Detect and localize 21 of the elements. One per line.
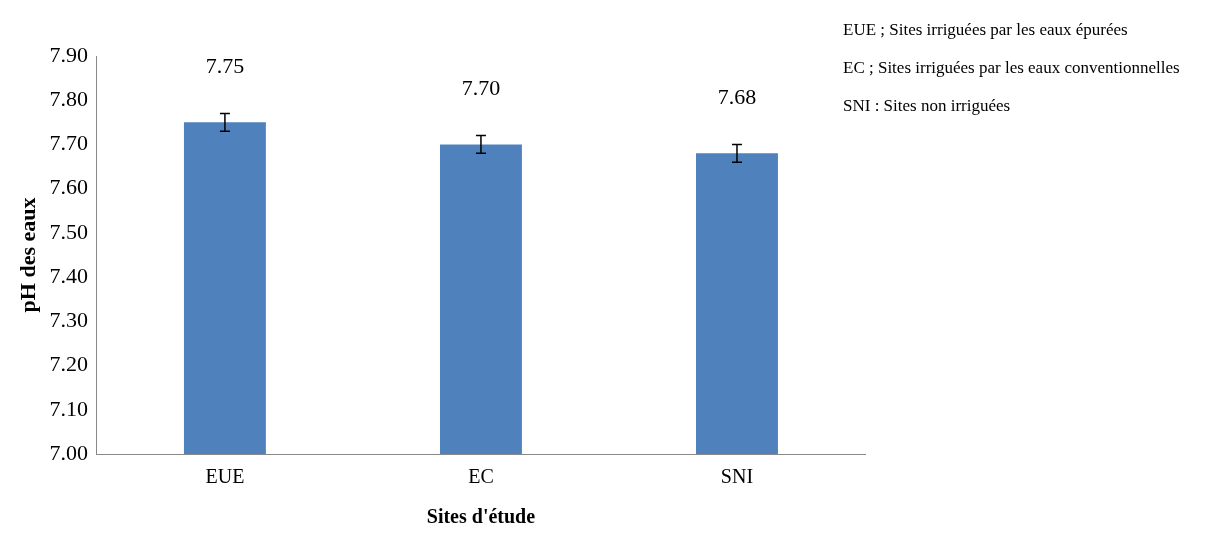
y-tick-label: 7.40 (49, 262, 88, 288)
annotation: EC ; Sites irriguées par les eaux conventionnelles (843, 58, 1181, 78)
x-axis-title: Sites d'étude (426, 505, 536, 528)
x-tick-label: SNI (720, 465, 754, 488)
y-tick-label: 7.90 (49, 41, 88, 67)
y-tick-label: 7.00 (49, 439, 88, 465)
y-tick-label: 7.30 (49, 307, 88, 333)
y-tick-label: 7.50 (49, 218, 88, 244)
data-label: 7.70 (461, 75, 501, 101)
y-tick-label: 7.70 (49, 130, 88, 156)
x-tick-label: EUE (205, 465, 245, 488)
y-tick-label: 7.80 (49, 86, 88, 111)
y-tick-label: 7.60 (49, 174, 88, 200)
y-tick-label: 7.20 (49, 351, 88, 377)
data-label: 7.68 (717, 84, 757, 110)
y-axis-title: pH des eaux (14, 197, 40, 313)
y-tick-label: 7.10 (49, 395, 88, 421)
annotation: SNI : Sites non irriguées (843, 96, 1012, 116)
x-tick-label: EC (468, 465, 494, 488)
data-label: 7.75 (205, 53, 245, 79)
text: EUE ; Sites irriguées par les eaux épurées (843, 20, 1129, 40)
